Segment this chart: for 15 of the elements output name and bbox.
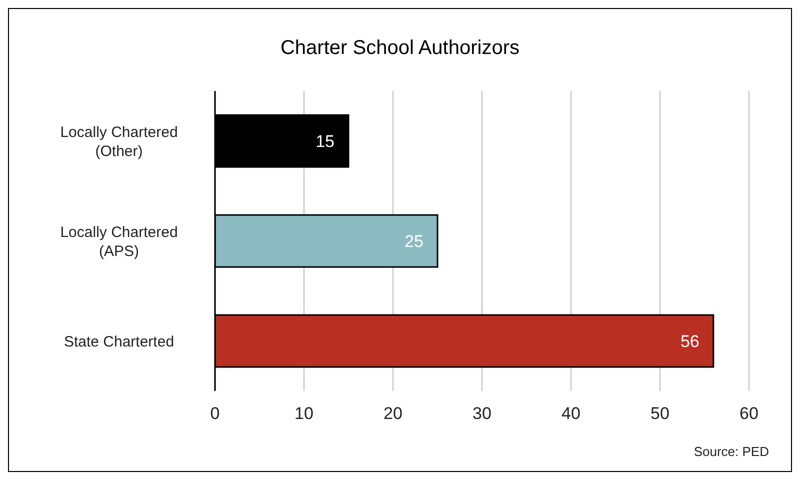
x-tick-label: 0	[210, 404, 220, 424]
chart-title: Charter School Authorizors	[279, 37, 520, 60]
data-label: 15	[316, 132, 334, 152]
source-note: Source: PED	[694, 444, 769, 459]
data-label: 25	[404, 232, 424, 252]
y-tick-label: State Charterted	[64, 333, 174, 350]
data-label: 56	[680, 332, 700, 352]
x-tick-label: 30	[472, 404, 492, 424]
x-tick-label: 20	[384, 404, 402, 424]
x-tick-label: 50	[650, 404, 670, 424]
x-tick-label: 10	[294, 404, 314, 424]
y-tick-label: Locally Chartered (Other)	[60, 124, 178, 160]
x-tick-label: 60	[740, 404, 758, 424]
x-tick-label: 40	[562, 404, 580, 424]
y-tick-label: Locally Chartered (APS)	[60, 224, 178, 260]
